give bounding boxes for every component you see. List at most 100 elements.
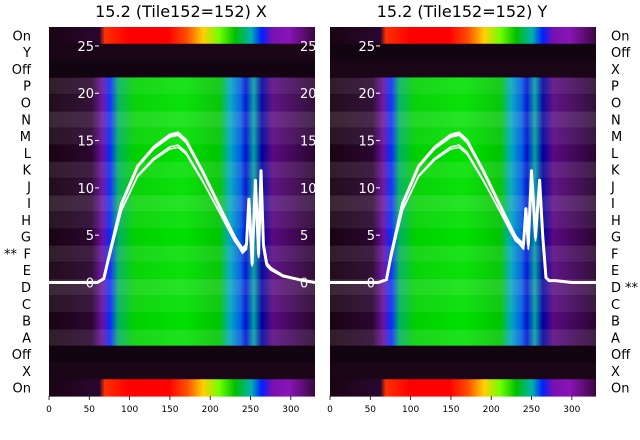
heatmap-row xyxy=(49,328,315,347)
heatmap-row xyxy=(49,144,315,162)
row-label: F xyxy=(611,247,618,262)
y-tick-label: 25 xyxy=(358,40,375,55)
heatmap-row xyxy=(330,278,596,296)
heatmap-row xyxy=(49,177,315,196)
row-label: J xyxy=(610,180,615,195)
heatmap-row xyxy=(330,362,596,380)
row-label: X xyxy=(22,365,31,380)
row-label: K xyxy=(611,164,620,179)
heatmap-row xyxy=(330,110,596,129)
y-tick-label: 5 xyxy=(86,229,94,244)
row-label: E xyxy=(611,264,619,279)
y-tick-label-secondary: 5 xyxy=(300,229,308,244)
y-tick-label-secondary: 10 xyxy=(300,182,317,197)
heatmap-row xyxy=(49,77,315,95)
y-tick-label-secondary: 15 xyxy=(300,135,317,150)
x-tick-label: 50 xyxy=(365,405,377,415)
heatmap-row xyxy=(330,60,596,78)
row-label: N xyxy=(21,113,31,128)
y-tick-label-secondary: 25 xyxy=(300,40,317,55)
heatmap-row xyxy=(330,379,596,397)
heatmap-row xyxy=(49,345,315,364)
row-label: On xyxy=(611,382,629,397)
heatmap-row xyxy=(330,77,596,95)
row-label: On xyxy=(13,29,31,44)
heatmap-row xyxy=(49,211,315,229)
row-label: H xyxy=(611,214,621,229)
y-tick-label: 10 xyxy=(358,182,375,197)
x-tick-label: 150 xyxy=(161,405,178,415)
heatmap-row xyxy=(330,43,596,62)
heatmap xyxy=(330,27,596,397)
x-tick-label: 0 xyxy=(46,405,52,415)
row-label: K xyxy=(22,164,31,179)
x-tick-label: 100 xyxy=(402,405,419,415)
row-label: H xyxy=(21,214,31,229)
heatmap-row xyxy=(49,27,315,45)
heatmap-row xyxy=(330,94,596,112)
peak-curve xyxy=(330,146,596,284)
row-label: B xyxy=(22,315,31,330)
x-tick-label: 250 xyxy=(523,405,540,415)
heatmap-row xyxy=(49,43,315,62)
row-label: Off xyxy=(611,46,631,61)
row-label: I xyxy=(27,197,31,212)
heatmap-row xyxy=(49,94,315,112)
row-label: P xyxy=(23,80,31,95)
heatmap-row xyxy=(330,27,596,45)
row-label: G xyxy=(21,231,31,246)
peak-curve xyxy=(49,146,315,284)
row-label: C xyxy=(611,298,620,313)
y-tick-label: 20 xyxy=(77,87,94,102)
y-tick-label: 25 xyxy=(77,40,94,55)
row-label: P xyxy=(611,80,619,95)
y-tick-label: 15 xyxy=(77,135,94,150)
row-label: G xyxy=(611,231,621,246)
row-label: A xyxy=(611,331,620,346)
row-label: L xyxy=(611,147,619,162)
row-label: X xyxy=(611,365,620,380)
x-tick-label: 250 xyxy=(242,405,259,415)
row-label: On xyxy=(611,29,629,44)
chart-title: 15.2 (Tile152=152) X xyxy=(95,2,267,21)
x-tick-label: 50 xyxy=(84,405,96,415)
row-label: N xyxy=(611,113,621,128)
y-tick-label: 15 xyxy=(358,135,375,150)
row-label: F xyxy=(24,247,31,262)
row-label: E xyxy=(23,264,31,279)
heatmap-row xyxy=(49,60,315,78)
y-tick-label: 20 xyxy=(358,87,375,102)
heatmap-row xyxy=(330,245,596,263)
row-label: Off xyxy=(12,63,32,78)
y-tick-label-secondary: 0 xyxy=(300,276,308,291)
heatmap-row xyxy=(49,278,315,296)
x-tick-label: 150 xyxy=(442,405,459,415)
row-label: I xyxy=(611,197,615,212)
row-label: M xyxy=(611,130,622,145)
heatmap-row xyxy=(330,144,596,162)
heatmap-row xyxy=(49,110,315,129)
y-tick-label: 10 xyxy=(77,182,94,197)
x-tick-label: 200 xyxy=(483,405,500,415)
heatmap xyxy=(49,27,315,397)
row-label: C xyxy=(22,298,31,313)
row-label: L xyxy=(24,147,32,162)
row-label: O xyxy=(21,97,31,112)
heatmap-row xyxy=(49,362,315,380)
heatmap-row xyxy=(49,261,315,280)
heatmap-row xyxy=(330,328,596,347)
row-label: On xyxy=(13,382,31,397)
x-tick-label: 300 xyxy=(563,405,580,415)
row-label: B xyxy=(611,315,620,330)
row-label: M xyxy=(20,130,31,145)
heatmap-row xyxy=(49,295,315,313)
row-label: J xyxy=(26,180,31,195)
heatmap-row xyxy=(49,245,315,263)
row-label: D xyxy=(21,281,31,296)
chart-title: 15.2 (Tile152=152) Y xyxy=(377,2,548,21)
curve-bundle xyxy=(49,131,315,284)
x-tick-label: 0 xyxy=(327,405,333,415)
heatmap-row xyxy=(330,161,596,179)
